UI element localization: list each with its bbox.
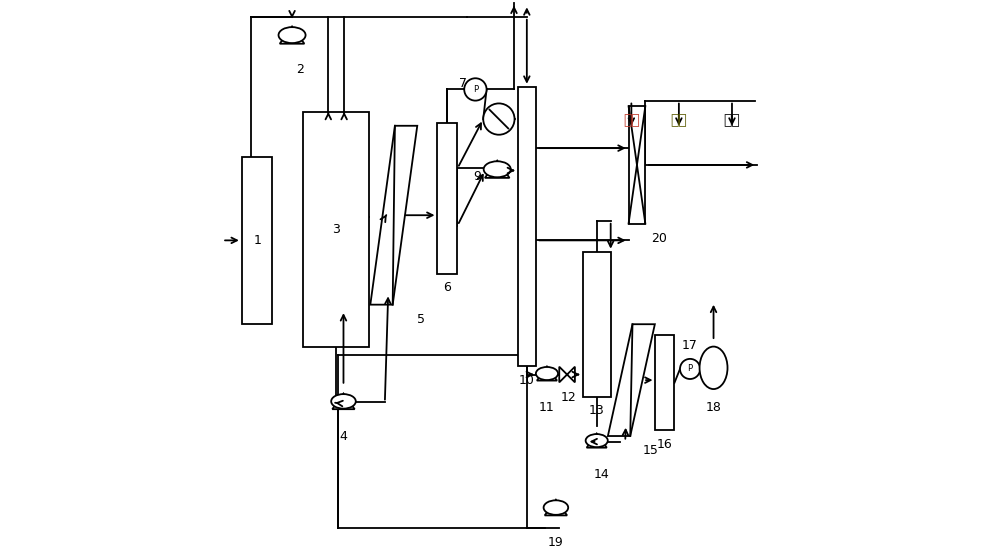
Ellipse shape (279, 27, 306, 43)
Polygon shape (537, 367, 557, 381)
Text: 17: 17 (682, 339, 698, 352)
Text: 15: 15 (643, 444, 659, 457)
Polygon shape (332, 394, 355, 409)
Text: P: P (687, 364, 693, 373)
Circle shape (680, 359, 700, 379)
Bar (583, 252, 611, 397)
Text: 丁醇: 丁醇 (623, 113, 640, 127)
Bar (242, 157, 272, 324)
Polygon shape (370, 126, 417, 305)
Text: 18: 18 (706, 401, 721, 414)
Text: 4: 4 (340, 430, 347, 443)
Text: 5: 5 (417, 313, 425, 326)
Circle shape (464, 78, 487, 101)
Text: P: P (473, 85, 478, 94)
Text: 9: 9 (474, 169, 482, 183)
Text: 丙酮: 丙酮 (671, 113, 687, 127)
Text: 16: 16 (657, 438, 673, 451)
Text: 7: 7 (459, 77, 467, 91)
Text: 8: 8 (517, 115, 525, 129)
Text: 13: 13 (589, 404, 605, 418)
Text: 19: 19 (548, 536, 564, 548)
Text: 6: 6 (443, 281, 451, 295)
Polygon shape (587, 434, 607, 448)
Bar (629, 106, 645, 224)
Ellipse shape (700, 347, 728, 389)
Polygon shape (485, 160, 510, 178)
Text: 3: 3 (332, 222, 340, 236)
Text: 12: 12 (560, 391, 576, 404)
Ellipse shape (544, 500, 568, 515)
Bar (437, 123, 457, 274)
Text: 1: 1 (253, 234, 261, 247)
Polygon shape (608, 324, 655, 436)
Text: 2: 2 (296, 63, 304, 76)
Ellipse shape (586, 434, 608, 447)
Text: 乙醇: 乙醇 (724, 113, 740, 127)
Bar (303, 112, 369, 347)
Text: 10: 10 (519, 373, 535, 387)
Bar (518, 87, 536, 366)
Polygon shape (559, 367, 575, 382)
Text: 14: 14 (593, 468, 609, 481)
Polygon shape (545, 500, 567, 515)
Polygon shape (280, 26, 304, 44)
Text: 11: 11 (539, 401, 555, 414)
Text: 20: 20 (651, 232, 667, 245)
Circle shape (483, 103, 515, 135)
Ellipse shape (331, 394, 356, 409)
Ellipse shape (536, 367, 558, 380)
Ellipse shape (484, 162, 511, 177)
Bar (655, 335, 674, 430)
